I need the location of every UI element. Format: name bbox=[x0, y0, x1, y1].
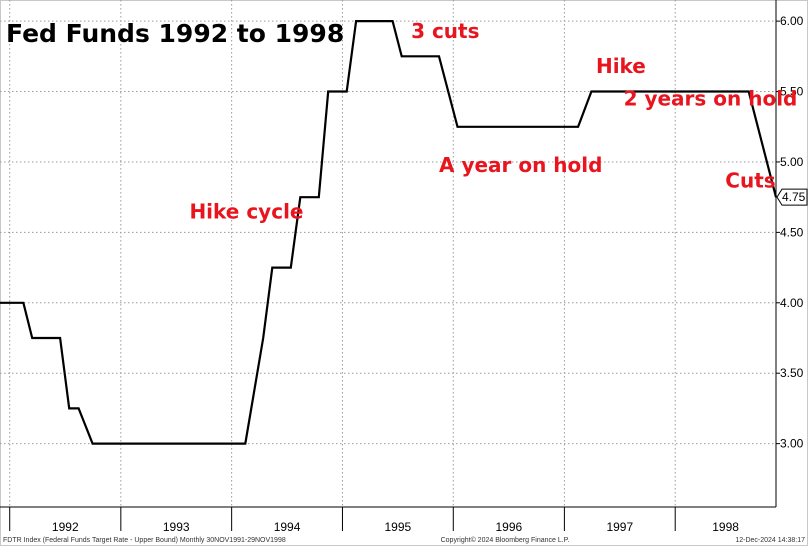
chart-title: Fed Funds 1992 to 1998 bbox=[6, 19, 344, 48]
last-value-badge: 4.75 bbox=[776, 188, 808, 206]
x-tick-label: 1992 bbox=[52, 520, 79, 534]
last-value-badge-shape bbox=[776, 188, 808, 206]
footer-source: FDTR Index (Federal Funds Target Rate - … bbox=[3, 537, 286, 544]
y-tick-label: 3.00 bbox=[780, 437, 804, 451]
footer-copyright: Copyright© 2024 Bloomberg Finance L.P. bbox=[441, 536, 570, 544]
y-tick-label: 3.50 bbox=[780, 366, 804, 380]
y-tick-label: 5.00 bbox=[780, 155, 804, 169]
x-tick-labels: 1992 1993 1994 1995 1996 1997 1998 bbox=[9, 507, 739, 534]
y-tick-label: 5.50 bbox=[780, 85, 804, 99]
y-tick-label: 4.50 bbox=[780, 225, 804, 239]
y-tick-label: 6.00 bbox=[780, 14, 804, 28]
footer-timestamp: 12-Dec-2024 14:38:17 bbox=[735, 537, 805, 544]
annotation: A year on hold bbox=[439, 153, 602, 177]
annotation: Hike cycle bbox=[189, 199, 303, 223]
annotations: 3 cuts Hike 2 years on hold A year on hold C… bbox=[189, 19, 797, 223]
last-value-label: 4.75 bbox=[782, 190, 806, 204]
annotation: 3 cuts bbox=[411, 19, 479, 43]
x-tick-label: 1996 bbox=[495, 520, 522, 534]
series-layer bbox=[0, 20, 778, 445]
x-tick-label: 1993 bbox=[163, 520, 190, 534]
series-line bbox=[0, 20, 778, 445]
annotation: 2 years on hold bbox=[624, 87, 798, 111]
x-tick-label: 1998 bbox=[712, 520, 739, 534]
x-tick-label: 1997 bbox=[606, 520, 633, 534]
x-tick-label: 1994 bbox=[274, 520, 301, 534]
annotation: Cuts bbox=[725, 168, 775, 192]
x-tick-label: 1995 bbox=[385, 520, 412, 534]
y-tick-labels: 3.00 3.50 4.00 4.50 5.00 5.50 6.00 bbox=[776, 14, 804, 451]
annotation: Hike bbox=[596, 54, 646, 78]
y-tick-label: 4.00 bbox=[780, 296, 804, 310]
